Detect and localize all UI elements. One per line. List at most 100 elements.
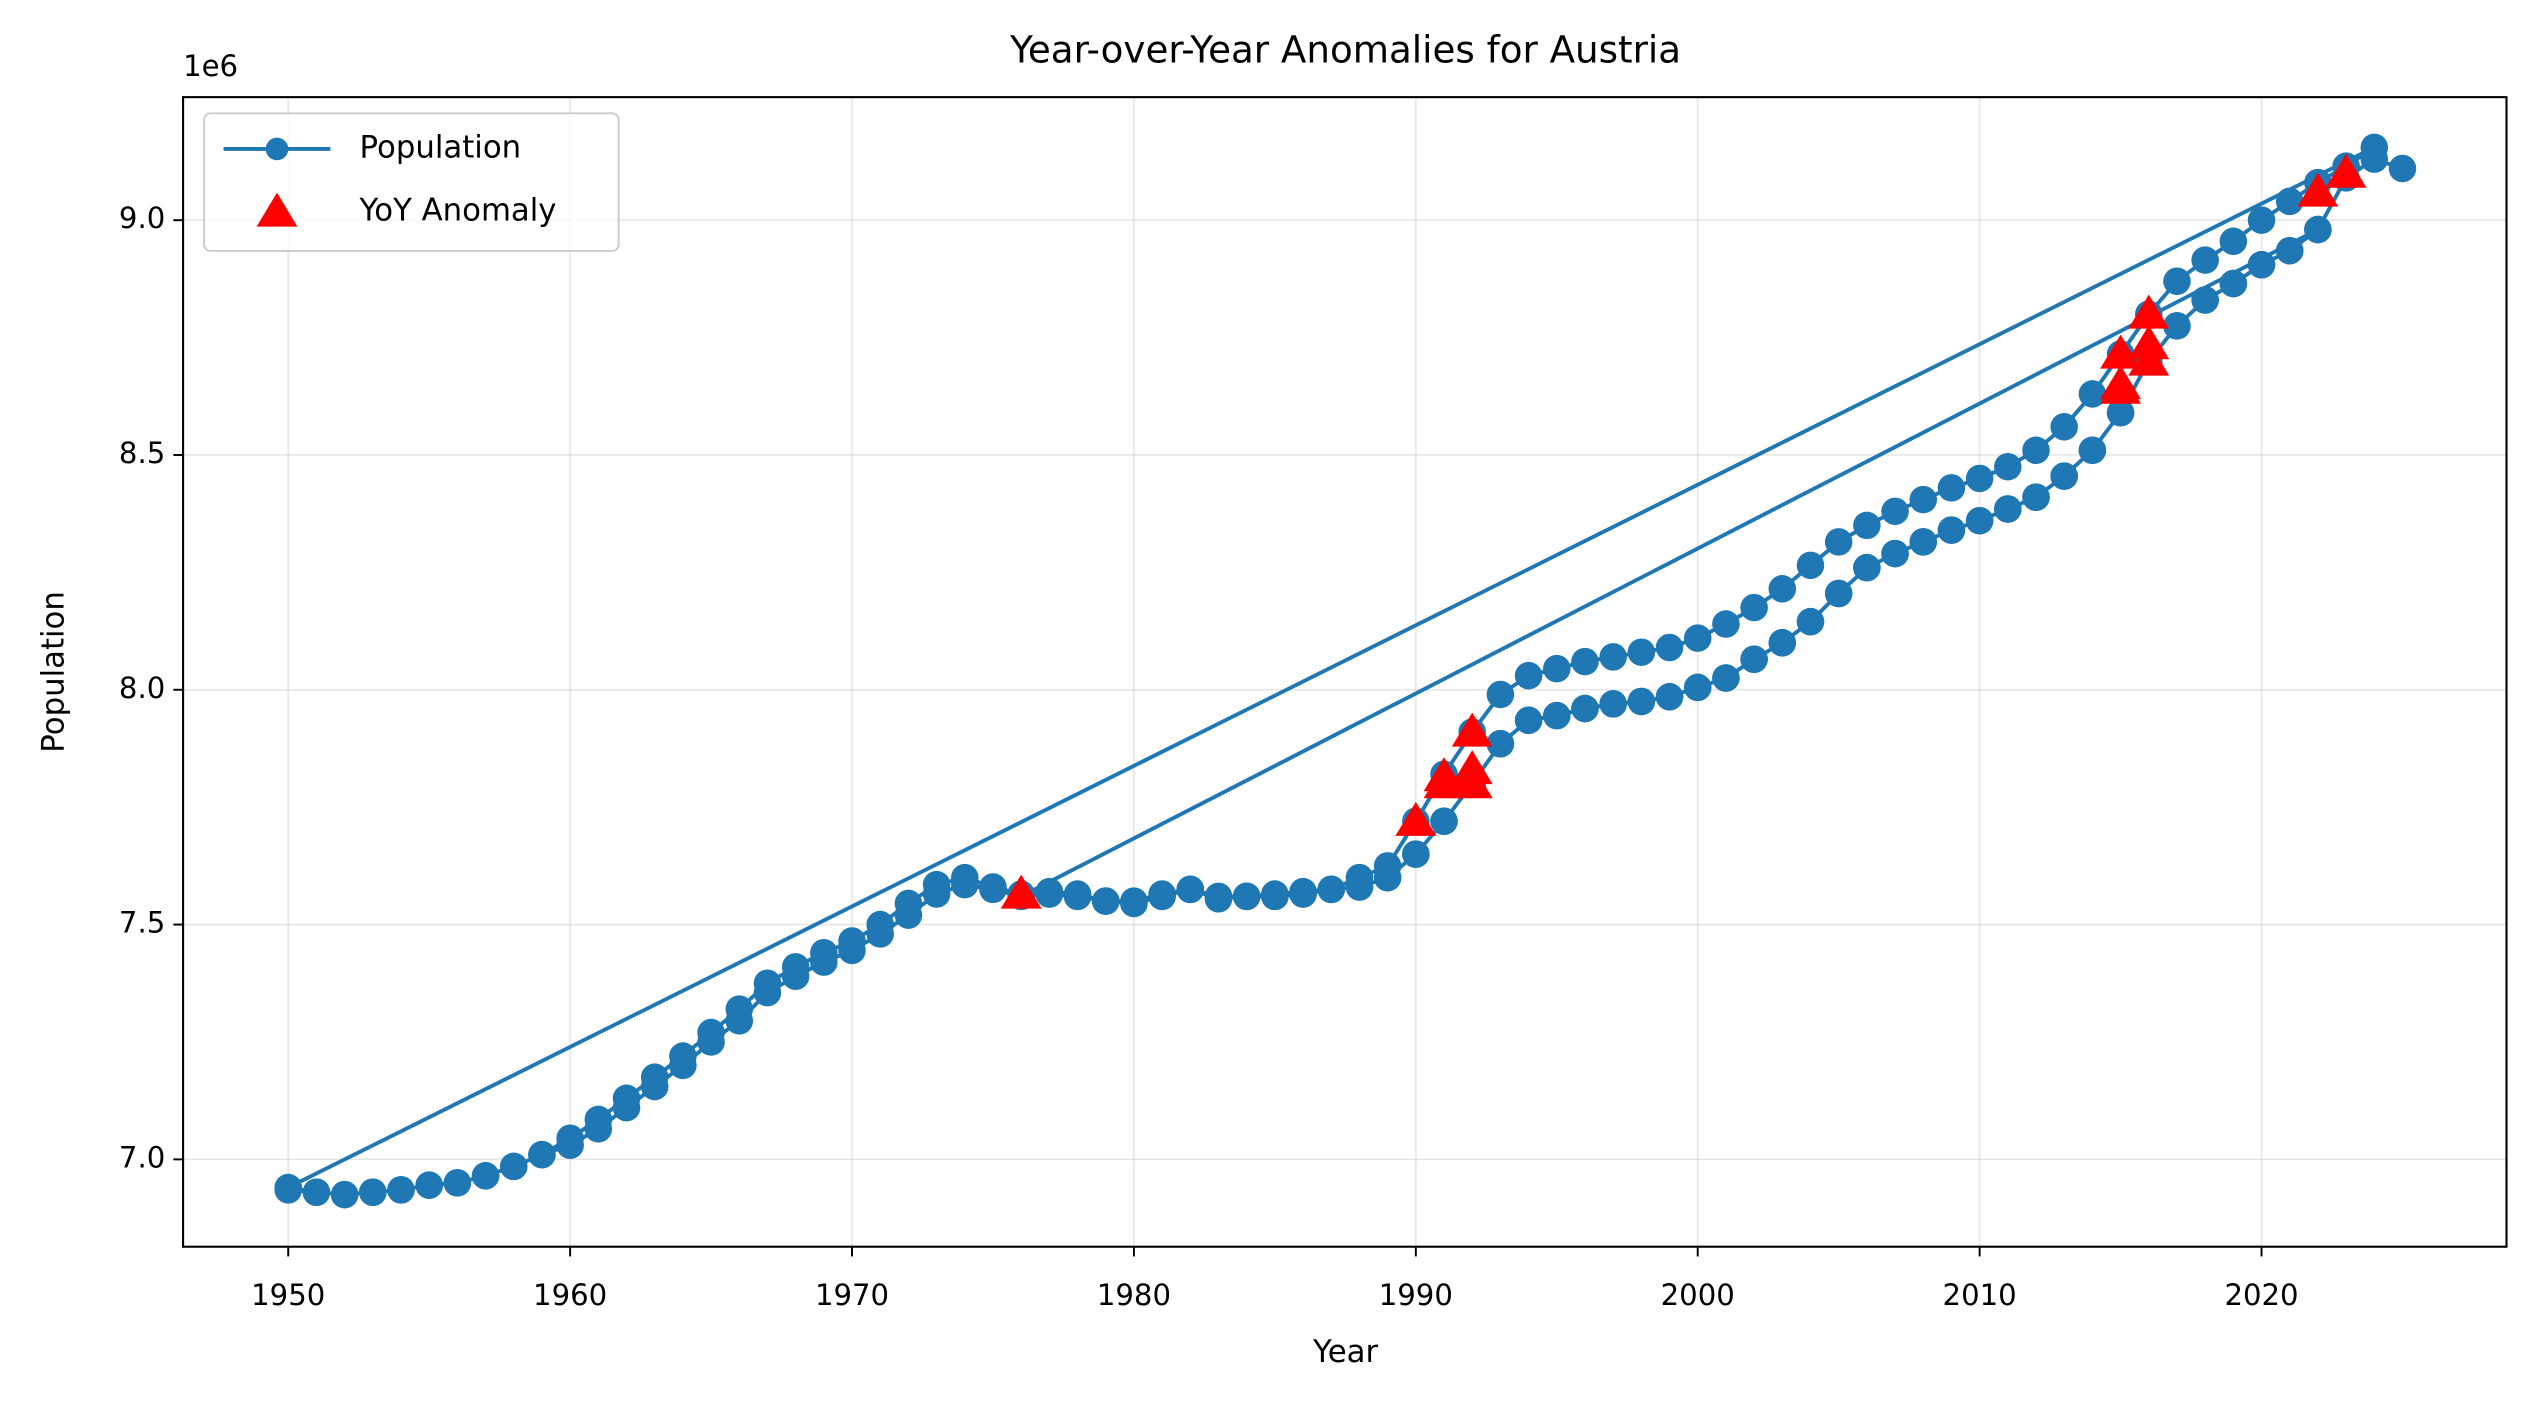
data-point (1965, 464, 1994, 493)
data-point (499, 1152, 528, 1181)
x-tick-label: 2010 (1943, 1278, 2017, 1312)
data-point (1204, 884, 1233, 913)
data-point (1768, 629, 1797, 657)
data-point (1824, 528, 1853, 556)
data-point (2050, 413, 2078, 441)
y-axis-label: Population (36, 591, 72, 753)
data-point (1683, 673, 1712, 702)
data-point (1909, 528, 1938, 556)
data-point (1937, 516, 1966, 544)
x-tick-label: 2000 (1661, 1278, 1735, 1312)
data-point (1543, 654, 1571, 683)
data-point (979, 875, 1007, 904)
data-point (1599, 643, 1627, 671)
data-point (471, 1162, 500, 1190)
y-tick-label: 7.5 (119, 906, 165, 940)
data-point (1063, 882, 1092, 911)
data-point (1740, 645, 1768, 674)
data-point (2022, 436, 2050, 465)
data-point (2163, 267, 2191, 295)
data-point (584, 1115, 613, 1143)
data-point (781, 962, 810, 990)
data-point (2275, 236, 2304, 265)
data-point (1881, 539, 1909, 568)
data-point (1486, 730, 1515, 758)
data-point (1148, 882, 1176, 911)
anomaly-marker (2100, 365, 2141, 400)
data-point (1627, 687, 1656, 716)
data-point (951, 870, 979, 899)
legend: Population YoY Anomaly (203, 112, 620, 252)
y-offset-label: 1e6 (183, 49, 238, 83)
y-tick-label: 8.0 (119, 671, 165, 705)
data-point (2219, 227, 2248, 256)
data-point (1627, 638, 1656, 666)
data-point (2022, 483, 2050, 512)
data-point (1909, 485, 1938, 514)
y-tick-label: 8.5 (119, 436, 165, 470)
anomaly-marker (2128, 294, 2170, 329)
data-point (2275, 187, 2304, 216)
data-point (1120, 889, 1148, 918)
x-axis-label: Year (1312, 1334, 1378, 1370)
data-point (2163, 312, 2191, 340)
data-point (2106, 398, 2135, 427)
anomaly-marker (1423, 764, 1465, 799)
data-point (2078, 436, 2107, 465)
data-point (922, 880, 951, 908)
data-point (2360, 145, 2389, 173)
data-point (556, 1131, 584, 1160)
anomaly-marker (1000, 874, 1042, 909)
data-point (1937, 474, 1966, 502)
data-point (1853, 553, 1881, 582)
data-point (669, 1051, 697, 1080)
data-point (1740, 593, 1768, 622)
data-point (1289, 880, 1317, 908)
data-point (1091, 887, 1120, 915)
data-point (1402, 840, 1430, 868)
data-point (697, 1028, 725, 1056)
data-point (330, 1180, 359, 1209)
anomaly-marker (2297, 172, 2339, 207)
data-point (1599, 690, 1627, 718)
legend-label: Population (360, 129, 522, 165)
data-point (1232, 882, 1261, 911)
data-point (2388, 154, 2417, 183)
data-point (1655, 633, 1684, 662)
data-point (1853, 511, 1881, 540)
data-point (415, 1171, 443, 1199)
data-point (1796, 551, 1825, 580)
data-point (2219, 269, 2248, 298)
data-point (1796, 607, 1825, 636)
anomaly-marker (1395, 801, 1437, 836)
x-tick-label: 1950 (251, 1278, 325, 1312)
x-tick-label: 2020 (2224, 1278, 2298, 1312)
data-point (1712, 610, 1740, 638)
x-tick-label: 1980 (1097, 1278, 1171, 1312)
data-point (387, 1176, 415, 1204)
data-point (302, 1178, 331, 1206)
data-point (612, 1093, 641, 1122)
data-point (1176, 875, 1205, 904)
data-point (1373, 863, 1402, 892)
data-point (1571, 694, 1599, 723)
y-tick-label: 9.0 (119, 201, 165, 235)
data-point (1881, 497, 1909, 526)
data-point (1824, 579, 1853, 608)
data-point (2191, 246, 2219, 274)
legend-label: YoY Anomaly (359, 193, 557, 229)
data-point (1317, 875, 1346, 904)
data-point (2191, 286, 2219, 314)
data-point (1683, 624, 1712, 652)
data-point (838, 936, 866, 965)
data-point (1514, 706, 1543, 735)
data-point (894, 901, 923, 929)
data-point (810, 948, 838, 976)
data-point (1543, 701, 1571, 730)
data-point (1430, 807, 1458, 836)
anomaly-marker (1451, 750, 1493, 785)
data-point (274, 1173, 302, 1202)
data-point (1261, 882, 1289, 911)
